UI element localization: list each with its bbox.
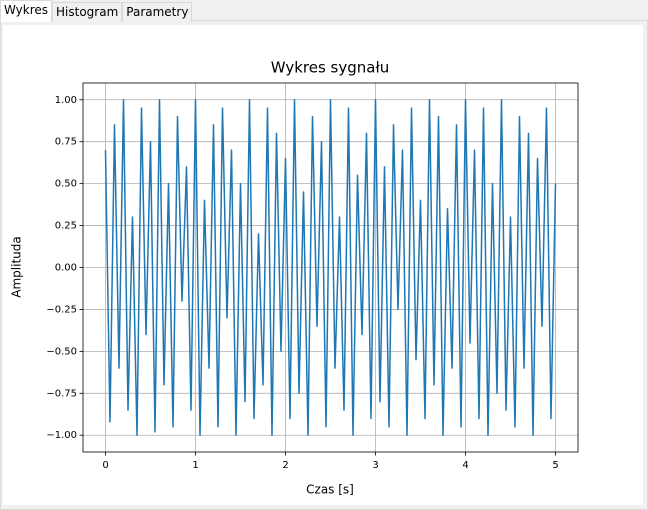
y-tick-label: 0.50 [55,179,77,190]
y-tick-label: 0.00 [55,263,77,274]
x-tick-label: 5 [552,460,558,471]
tab[interactable]: Parametry [122,2,193,22]
chart-title: Wykres sygnału [271,59,389,77]
y-tick-label: 0.25 [55,221,77,232]
axes-frame [82,82,579,453]
x-tick-label: 3 [372,460,378,471]
x-tick-label: 4 [462,460,468,471]
y-tick-label: −0.50 [46,346,77,357]
y-tick-label: −0.25 [46,304,77,315]
y-tick-label: 0.75 [55,137,77,148]
y-tick-label: −1.00 [46,430,77,441]
tab-bar: Wykres Histogram Parametry [0,0,193,22]
signal-line [104,99,557,436]
x-tick-label: 1 [192,460,198,471]
tab[interactable]: Wykres [0,0,53,22]
x-tick-label: 0 [102,460,108,471]
x-tick-label: 2 [282,460,288,471]
y-tick-label: −0.75 [46,388,77,399]
y-tick-label: 1.00 [55,95,77,106]
x-axis-label: Czas [s] [306,483,354,497]
tab[interactable]: Histogram [52,2,123,22]
y-axis-label: Amplituda [10,236,24,297]
chart: Wykres sygnału Czas [s] Amplituda 0 1 2 3 4 5… [3,25,643,505]
